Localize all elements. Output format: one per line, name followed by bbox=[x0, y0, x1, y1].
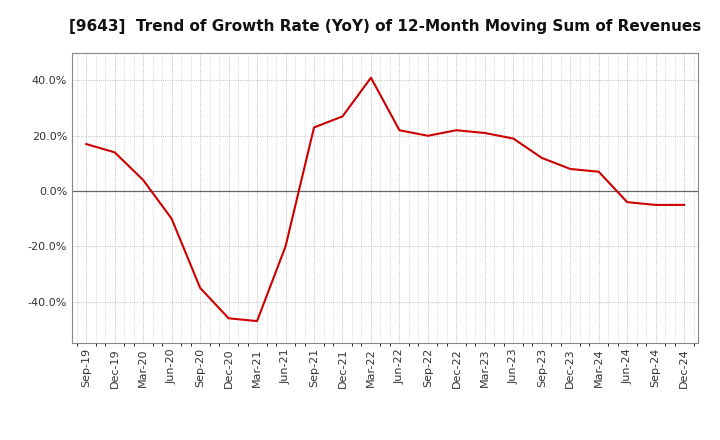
Text: [9643]  Trend of Growth Rate (YoY) of 12-Month Moving Sum of Revenues: [9643] Trend of Growth Rate (YoY) of 12-… bbox=[69, 19, 701, 34]
